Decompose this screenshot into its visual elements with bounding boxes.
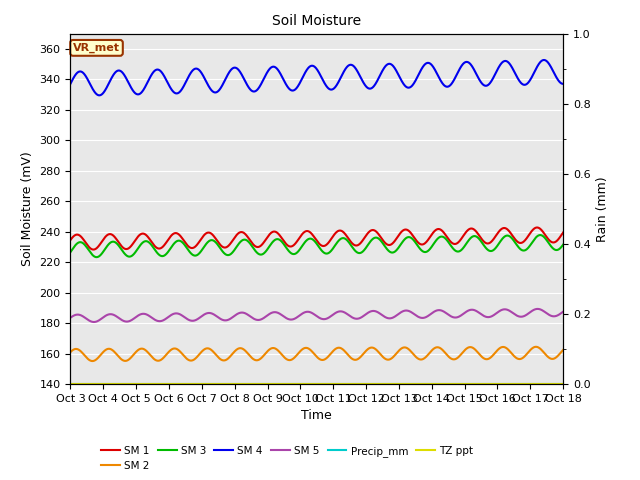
SM 2 [276, 349, 284, 355]
Precip_mm [286, 381, 294, 387]
TZ ppt [276, 381, 284, 387]
SM 2 [348, 355, 355, 361]
SM 3 [286, 250, 294, 255]
SM 2 [88, 358, 96, 364]
TZ ppt [105, 381, 113, 387]
SM 2 [286, 357, 294, 363]
Text: VR_met: VR_met [73, 43, 120, 53]
SM 1 [286, 244, 294, 250]
Precip_mm [67, 381, 74, 387]
Precip_mm [105, 381, 113, 387]
SM 2 [559, 347, 567, 353]
SM 1 [348, 240, 355, 245]
SM 5 [90, 319, 97, 325]
Precip_mm [294, 381, 302, 387]
SM 3 [295, 248, 303, 253]
Precip_mm [559, 381, 567, 387]
SM 2 [295, 350, 303, 356]
SM 2 [532, 344, 540, 350]
SM 2 [67, 349, 74, 355]
SM 5 [286, 317, 294, 323]
Line: SM 3: SM 3 [70, 235, 563, 257]
X-axis label: Time: Time [301, 409, 332, 422]
SM 3 [105, 241, 113, 247]
TZ ppt [294, 381, 302, 387]
SM 1 [533, 225, 541, 230]
TZ ppt [559, 381, 567, 387]
SM 4 [105, 81, 113, 86]
Precip_mm [125, 381, 132, 387]
Y-axis label: Soil Moisture (mV): Soil Moisture (mV) [21, 151, 34, 266]
SM 5 [105, 312, 113, 317]
SM 1 [90, 247, 97, 252]
TZ ppt [125, 381, 132, 387]
SM 4 [286, 87, 294, 93]
Title: Soil Moisture: Soil Moisture [272, 14, 362, 28]
SM 1 [67, 237, 74, 243]
Line: SM 4: SM 4 [70, 60, 563, 96]
SM 3 [559, 242, 567, 248]
SM 3 [536, 232, 544, 238]
SM 4 [348, 62, 355, 68]
SM 1 [276, 233, 284, 239]
SM 4 [295, 82, 303, 87]
TZ ppt [347, 381, 355, 387]
SM 3 [125, 254, 132, 260]
SM 4 [559, 81, 567, 87]
SM 5 [534, 306, 541, 312]
SM 4 [67, 81, 74, 87]
Precip_mm [276, 381, 284, 387]
SM 5 [67, 315, 74, 321]
SM 5 [125, 318, 132, 324]
SM 2 [125, 357, 132, 362]
SM 3 [67, 249, 74, 255]
TZ ppt [286, 381, 294, 387]
SM 1 [105, 231, 113, 237]
SM 4 [276, 70, 284, 75]
SM 4 [95, 93, 103, 98]
Line: SM 2: SM 2 [70, 347, 563, 361]
SM 1 [559, 229, 567, 235]
Y-axis label: Rain (mm): Rain (mm) [596, 176, 609, 241]
SM 5 [348, 314, 355, 320]
Line: SM 1: SM 1 [70, 228, 563, 250]
Precip_mm [347, 381, 355, 387]
SM 2 [105, 346, 113, 352]
SM 5 [295, 313, 303, 319]
Line: SM 5: SM 5 [70, 309, 563, 322]
SM 3 [276, 237, 284, 243]
SM 3 [348, 242, 355, 248]
SM 4 [125, 81, 132, 86]
TZ ppt [67, 381, 74, 387]
SM 5 [559, 309, 567, 314]
SM 1 [295, 236, 303, 241]
SM 3 [93, 254, 100, 260]
Legend: SM 1, SM 2, SM 3, SM 4, SM 5, Precip_mm, TZ ppt: SM 1, SM 2, SM 3, SM 4, SM 5, Precip_mm,… [97, 442, 477, 475]
SM 1 [125, 245, 132, 251]
SM 4 [540, 57, 548, 63]
SM 5 [276, 311, 284, 317]
